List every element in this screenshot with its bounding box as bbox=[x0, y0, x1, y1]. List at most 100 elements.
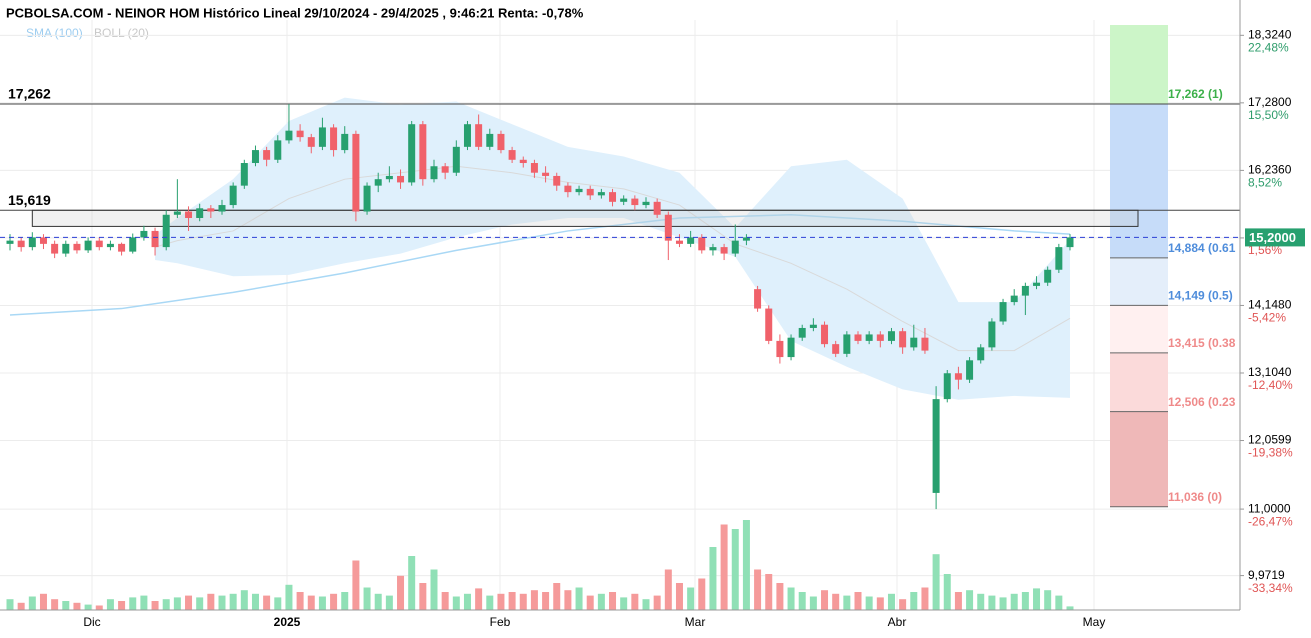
volume-bar bbox=[542, 592, 550, 610]
volume-bar bbox=[151, 601, 159, 610]
volume-bar bbox=[1033, 588, 1041, 610]
candle-body bbox=[675, 240, 683, 244]
volume-bar bbox=[240, 590, 248, 610]
candle-body bbox=[397, 175, 405, 183]
legend-sma: SMA (100) bbox=[26, 26, 83, 40]
volume-bar bbox=[586, 595, 594, 610]
candle-body bbox=[642, 201, 650, 206]
bollinger-mid bbox=[154, 165, 1071, 352]
x-tick-label: 2025 bbox=[274, 615, 301, 629]
fib-label: 17,262 (1) bbox=[1168, 87, 1223, 101]
candle-body bbox=[932, 399, 940, 493]
volume-bar bbox=[553, 583, 561, 610]
volume-bar bbox=[720, 524, 728, 610]
candle-body bbox=[307, 137, 315, 147]
volume-bar bbox=[809, 596, 817, 610]
fib-label: 14,149 (0.5) bbox=[1168, 289, 1233, 303]
volume-bar bbox=[765, 574, 773, 610]
volume-bar bbox=[95, 605, 103, 610]
candle-body bbox=[196, 208, 204, 218]
volume-bar bbox=[296, 592, 304, 610]
volume-bar bbox=[463, 593, 471, 610]
volume-bar bbox=[62, 601, 70, 610]
candle-body bbox=[95, 240, 103, 248]
volume-bar bbox=[185, 595, 193, 610]
candle-body bbox=[385, 175, 393, 180]
volume-bar bbox=[307, 595, 315, 610]
volume-bar bbox=[263, 595, 271, 610]
volume-bar bbox=[631, 593, 639, 610]
candle-body bbox=[17, 240, 25, 248]
candle-body bbox=[140, 230, 148, 238]
volume-bar bbox=[173, 597, 181, 610]
candle-body bbox=[318, 127, 326, 147]
fib-band bbox=[1110, 352, 1168, 412]
candle-body bbox=[620, 198, 628, 202]
y-tick-label: 13,1040 bbox=[1248, 365, 1292, 379]
fib-label: 13,415 (0.38 bbox=[1168, 336, 1236, 350]
volume-bar bbox=[28, 596, 36, 610]
candle-body bbox=[207, 208, 215, 212]
volume-bar bbox=[285, 584, 293, 610]
y-tick-label: 14,1480 bbox=[1248, 298, 1292, 312]
volume-bar bbox=[140, 595, 148, 610]
zone bbox=[31, 209, 1139, 227]
volume-bar bbox=[1044, 590, 1052, 610]
candle-body bbox=[129, 237, 137, 252]
volume-bar bbox=[798, 592, 806, 610]
volume-bar bbox=[397, 575, 405, 610]
level-label: 17,262 bbox=[8, 86, 51, 102]
candle-body bbox=[999, 302, 1007, 322]
fib-band bbox=[1110, 411, 1168, 507]
volume-bar bbox=[653, 595, 661, 610]
candle-body bbox=[162, 214, 170, 248]
fib-band bbox=[1110, 104, 1168, 258]
x-tick-label: Feb bbox=[490, 615, 511, 629]
volume-bar bbox=[999, 597, 1007, 610]
last-price-badge bbox=[1245, 228, 1305, 247]
candle-body bbox=[564, 185, 572, 193]
volume-bar bbox=[229, 593, 237, 610]
chart-title: PCBOLSA.COM - NEINOR HOM Histórico Linea… bbox=[6, 5, 584, 20]
candle-body bbox=[73, 243, 81, 251]
volume-bar bbox=[497, 593, 505, 610]
volume-bar bbox=[609, 592, 617, 610]
candle-body bbox=[508, 150, 516, 160]
volume-bar bbox=[330, 593, 338, 610]
candle-body bbox=[687, 237, 695, 244]
y-tick-pct: -12,40% bbox=[1248, 378, 1293, 392]
candle-body bbox=[151, 230, 159, 248]
volume-bar bbox=[754, 569, 762, 610]
candle-body bbox=[240, 163, 248, 186]
fib-label: 11,036 (0) bbox=[1168, 490, 1222, 504]
candle-body bbox=[374, 179, 382, 186]
volume-bar bbox=[486, 595, 494, 610]
volume-bar bbox=[162, 599, 170, 610]
volume-bar bbox=[843, 595, 851, 610]
x-tick-label: Abr bbox=[888, 615, 907, 629]
volume-bar bbox=[441, 592, 449, 610]
candle-body bbox=[575, 188, 583, 193]
candle-body bbox=[843, 334, 851, 354]
candle-body bbox=[486, 133, 494, 147]
volume-bar bbox=[385, 595, 393, 610]
candle-body bbox=[977, 347, 985, 361]
volume-bar bbox=[910, 592, 918, 610]
candle-body bbox=[363, 185, 371, 212]
volume-bar bbox=[876, 597, 884, 610]
volume-bar bbox=[954, 592, 962, 610]
fib-band bbox=[1110, 257, 1168, 306]
candle-body bbox=[798, 327, 806, 338]
volume-bar bbox=[821, 590, 829, 610]
volume-bar bbox=[731, 529, 739, 610]
candle-body bbox=[430, 166, 438, 180]
volume-bar bbox=[118, 601, 126, 610]
y-tick-pct: 22,48% bbox=[1248, 40, 1289, 54]
candle-body bbox=[765, 308, 773, 341]
candle-body bbox=[1010, 295, 1018, 303]
volume-bar bbox=[597, 593, 605, 610]
volume-bar bbox=[508, 592, 516, 610]
volume-bar bbox=[854, 592, 862, 610]
candle-body bbox=[341, 133, 349, 151]
